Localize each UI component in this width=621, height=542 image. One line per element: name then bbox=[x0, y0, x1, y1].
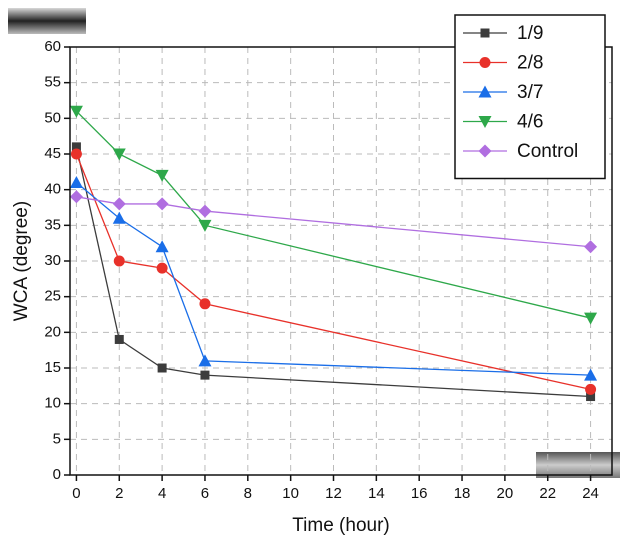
y-tick-label: 30 bbox=[44, 252, 61, 269]
legend-marker bbox=[480, 28, 490, 38]
legend-label: 1/9 bbox=[517, 23, 543, 44]
y-tick-label: 20 bbox=[44, 323, 61, 340]
marker bbox=[198, 354, 212, 367]
y-tick-label: 35 bbox=[44, 216, 61, 233]
marker bbox=[155, 197, 169, 211]
droplet-image bbox=[8, 8, 86, 34]
y-tick-label: 40 bbox=[44, 181, 61, 198]
marker bbox=[114, 334, 124, 344]
legend-label: 3/7 bbox=[517, 82, 543, 103]
marker bbox=[199, 298, 211, 310]
x-axis-title: Time (hour) bbox=[292, 515, 389, 536]
y-tick-label: 15 bbox=[44, 359, 61, 376]
marker bbox=[156, 262, 168, 274]
marker bbox=[585, 383, 597, 395]
plot-frame bbox=[69, 46, 613, 476]
x-tick-label: 18 bbox=[454, 485, 471, 502]
x-tick-label: 22 bbox=[539, 485, 556, 502]
legend-marker bbox=[478, 144, 492, 158]
legend: 1/9 2/8 3/7 4/6 Control bbox=[454, 14, 606, 180]
legend-label: 4/6 bbox=[517, 112, 543, 133]
marker bbox=[157, 363, 167, 373]
marker bbox=[155, 240, 169, 253]
marker bbox=[198, 204, 212, 218]
marker bbox=[584, 312, 598, 325]
y-tick-label: 5 bbox=[53, 430, 61, 447]
x-tick-label: 14 bbox=[368, 485, 385, 502]
marker bbox=[112, 148, 126, 161]
y-tick-label: 55 bbox=[44, 74, 61, 91]
y-tick-label: 50 bbox=[44, 109, 61, 126]
droplet-image bbox=[536, 452, 620, 478]
marker bbox=[70, 148, 82, 160]
x-tick-label: 6 bbox=[201, 485, 209, 502]
x-tick-label: 2 bbox=[115, 485, 123, 502]
x-tick-label: 16 bbox=[411, 485, 428, 502]
marker bbox=[69, 105, 83, 118]
marker bbox=[69, 190, 83, 204]
x-tick-label: 0 bbox=[72, 485, 80, 502]
marker bbox=[198, 219, 212, 232]
y-tick-label: 10 bbox=[44, 395, 61, 412]
y-tick-label: 0 bbox=[53, 466, 61, 483]
x-tick-label: 4 bbox=[158, 485, 166, 502]
x-tick-label: 24 bbox=[582, 485, 599, 502]
marker bbox=[113, 255, 125, 267]
legend-label: Control bbox=[517, 141, 578, 162]
y-axis-title: WCA (degree) bbox=[11, 201, 32, 321]
marker bbox=[112, 211, 126, 224]
legend-marker bbox=[478, 116, 492, 128]
x-tick-label: 12 bbox=[325, 485, 342, 502]
marker bbox=[112, 197, 126, 211]
x-tick-label: 10 bbox=[282, 485, 299, 502]
y-tick-label: 45 bbox=[44, 145, 61, 162]
legend-marker bbox=[479, 57, 491, 68]
x-tick-label: 8 bbox=[244, 485, 252, 502]
y-tick-label: 60 bbox=[44, 38, 61, 55]
plot bbox=[69, 105, 598, 402]
legend-marker bbox=[478, 85, 492, 98]
marker bbox=[155, 169, 169, 182]
grid: 0 2 4 6 8 10 12 14 16 18 20 22 240510152025303540455… bbox=[44, 38, 612, 502]
marker bbox=[69, 176, 83, 189]
marker bbox=[71, 142, 81, 152]
legend-label: 2/8 bbox=[517, 53, 543, 74]
marker bbox=[584, 240, 598, 254]
x-tick-label: 20 bbox=[497, 485, 514, 502]
marker bbox=[584, 368, 598, 381]
y-tick-label: 25 bbox=[44, 288, 61, 305]
marker bbox=[586, 392, 596, 402]
marker bbox=[200, 370, 210, 380]
